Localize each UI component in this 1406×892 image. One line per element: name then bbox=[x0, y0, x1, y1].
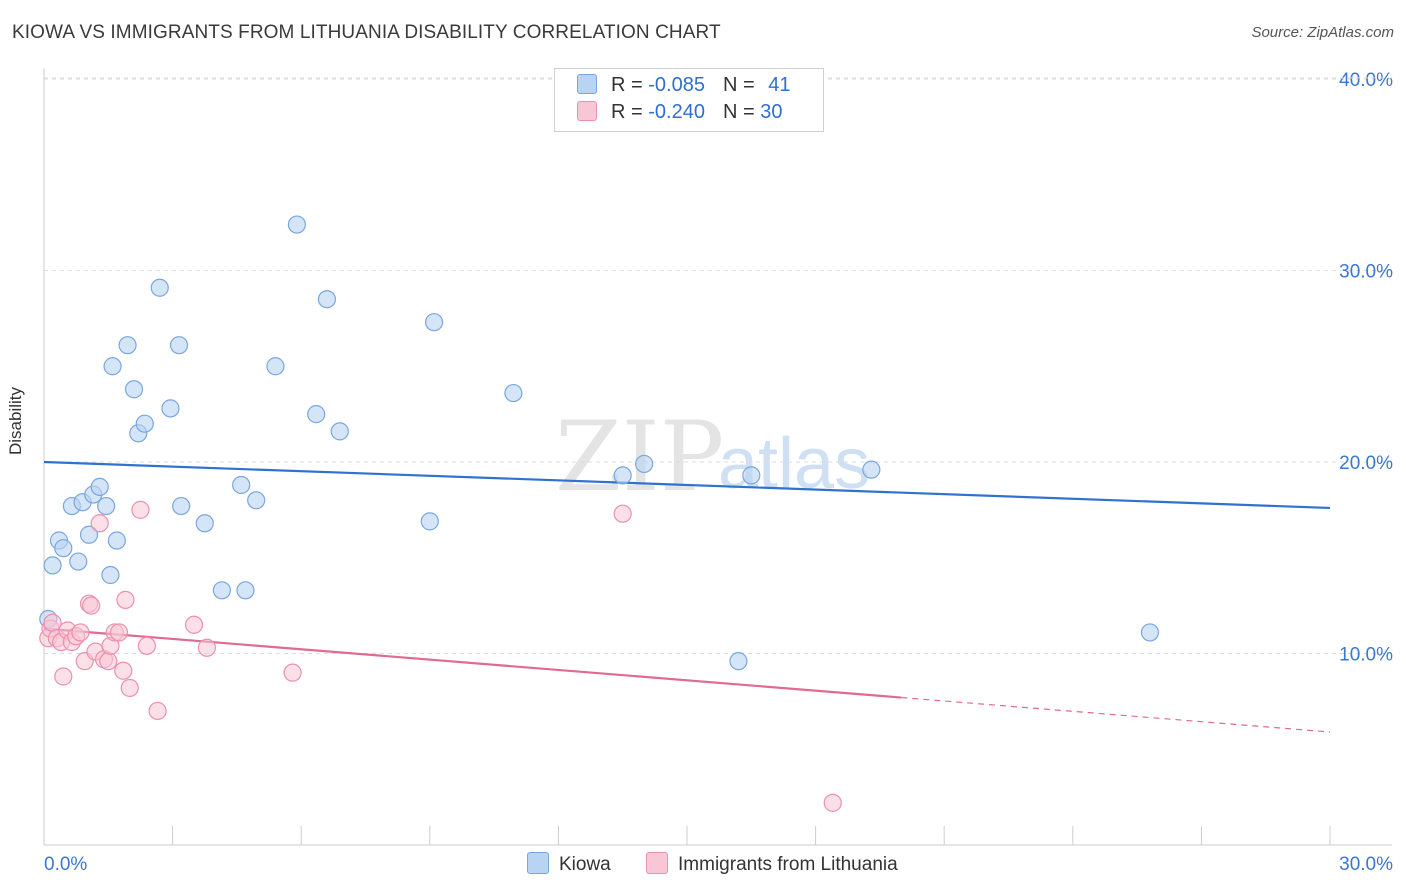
lithuania-point bbox=[283, 663, 302, 682]
lithuania-point bbox=[148, 701, 167, 721]
kiowa-point bbox=[195, 514, 214, 533]
n-value: 41 bbox=[768, 74, 791, 96]
legend-row-lithuania: R = -0.240 N = 30 bbox=[577, 101, 782, 127]
kiowa-point bbox=[107, 531, 126, 550]
correlation-legend: R = -0.085 N = 41 R = -0.240 N = 30 bbox=[554, 68, 824, 132]
kiowa-point bbox=[103, 357, 122, 376]
kiowa-point bbox=[266, 357, 285, 376]
kiowa-trend-line bbox=[43, 460, 1331, 510]
lithuania-point bbox=[823, 793, 842, 812]
y-tick-label: 10.0% bbox=[1339, 645, 1393, 666]
lithuania-point bbox=[197, 638, 216, 657]
legend-label: Immigrants from Lithuania bbox=[678, 854, 898, 875]
kiowa-point bbox=[135, 414, 154, 433]
kiowa-point bbox=[150, 278, 169, 297]
y-tick-label: 20.0% bbox=[1339, 453, 1393, 474]
r-value: -0.085 bbox=[648, 74, 705, 96]
kiowa-swatch bbox=[577, 74, 597, 94]
chart-title: KIOWA VS IMMIGRANTS FROM LITHUANIA DISAB… bbox=[12, 22, 721, 43]
kiowa-point bbox=[317, 290, 337, 309]
lithuania-trend-extension bbox=[901, 696, 1331, 733]
kiowa-point bbox=[307, 405, 326, 424]
lithuania-point bbox=[137, 636, 156, 655]
kiowa-point bbox=[90, 477, 109, 496]
lithuania-point bbox=[114, 661, 133, 680]
lithuania-swatch bbox=[577, 101, 597, 121]
lithuania-point bbox=[613, 504, 632, 523]
lithuania-point bbox=[184, 615, 204, 634]
r-label: R = bbox=[611, 74, 643, 96]
kiowa-point bbox=[69, 552, 88, 571]
r-label: R = bbox=[611, 101, 643, 123]
kiowa-point bbox=[118, 336, 137, 355]
y-tick-label: 40.0% bbox=[1339, 70, 1393, 91]
kiowa-point bbox=[212, 581, 231, 600]
lithuania-point bbox=[43, 613, 62, 632]
watermark-atlas: atlas bbox=[718, 424, 870, 504]
y-axis-label: Disability bbox=[6, 386, 25, 455]
lithuania-point bbox=[116, 590, 135, 609]
kiowa-point bbox=[504, 383, 523, 403]
kiowa-point bbox=[613, 466, 632, 485]
y-tick-label: 30.0% bbox=[1339, 262, 1393, 283]
n-label: N = bbox=[722, 101, 755, 123]
kiowa-point bbox=[729, 652, 748, 671]
kiowa-point bbox=[172, 496, 191, 516]
lithuania-point bbox=[131, 500, 150, 519]
kiowa-point bbox=[424, 313, 444, 332]
lithuania-point bbox=[82, 596, 101, 615]
kiowa-point bbox=[742, 466, 761, 485]
kiowa-point bbox=[635, 454, 654, 474]
lithuania-point bbox=[109, 623, 129, 642]
lithuania-point bbox=[99, 652, 118, 671]
lithuania-point bbox=[71, 623, 90, 642]
n-label: N = bbox=[722, 74, 755, 96]
lithuania-swatch bbox=[646, 852, 669, 874]
legend-item-lithuania: Immigrants from Lithuania bbox=[646, 852, 898, 876]
r-value: -0.240 bbox=[648, 101, 705, 123]
lithuania-trend-line bbox=[43, 627, 902, 699]
kiowa-point bbox=[1140, 623, 1160, 642]
kiowa-point bbox=[232, 475, 251, 495]
series-legend: Kiowa Immigrants from Lithuania bbox=[527, 852, 928, 876]
kiowa-point bbox=[287, 215, 307, 234]
n-value: 30 bbox=[760, 101, 783, 123]
legend-label: Kiowa bbox=[559, 854, 611, 875]
legend-row-kiowa: R = -0.085 N = 41 bbox=[577, 74, 790, 100]
kiowa-point bbox=[79, 525, 99, 544]
kiowa-point bbox=[862, 460, 881, 479]
kiowa-point bbox=[124, 380, 144, 399]
lithuania-point bbox=[120, 678, 139, 698]
kiowa-point bbox=[101, 565, 120, 585]
kiowa-point bbox=[247, 491, 266, 510]
lithuania-point bbox=[54, 667, 73, 686]
lithuania-point bbox=[90, 514, 109, 533]
kiowa-point bbox=[236, 581, 255, 600]
kiowa-point bbox=[330, 422, 349, 441]
x-tick-label: 0.0% bbox=[44, 854, 87, 875]
kiowa-point bbox=[161, 399, 180, 418]
source-label: Source: ZipAtlas.com bbox=[1251, 24, 1394, 41]
kiowa-point bbox=[97, 496, 116, 516]
x-tick-label: 30.0% bbox=[1339, 854, 1393, 875]
kiowa-point bbox=[43, 556, 62, 575]
kiowa-point bbox=[54, 539, 73, 558]
kiowa-point bbox=[420, 512, 439, 531]
kiowa-swatch bbox=[527, 852, 549, 874]
kiowa-point bbox=[169, 336, 189, 355]
legend-item-kiowa: Kiowa bbox=[527, 852, 611, 876]
